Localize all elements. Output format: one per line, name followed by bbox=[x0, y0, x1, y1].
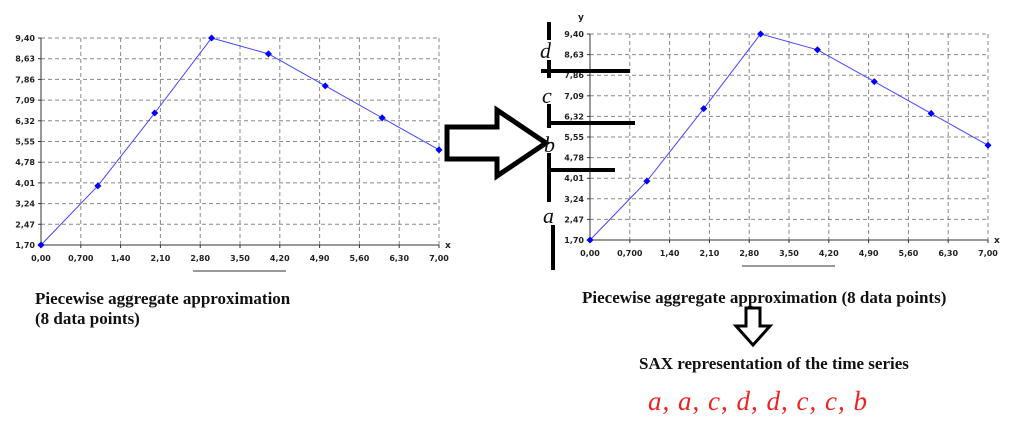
svg-text:2,47: 2,47 bbox=[15, 220, 35, 229]
svg-text:7,00: 7,00 bbox=[978, 249, 998, 258]
svg-text:3,50: 3,50 bbox=[779, 249, 799, 258]
svg-text:3,24: 3,24 bbox=[564, 195, 584, 204]
svg-text:2,10: 2,10 bbox=[151, 254, 171, 263]
svg-text:4,78: 4,78 bbox=[564, 154, 584, 163]
svg-text:7,09: 7,09 bbox=[15, 96, 35, 105]
svg-text:6,30: 6,30 bbox=[389, 254, 409, 263]
svg-text:5,55: 5,55 bbox=[15, 138, 35, 147]
svg-text:2,47: 2,47 bbox=[564, 215, 584, 224]
svg-text:7,86: 7,86 bbox=[564, 71, 584, 80]
svg-text:7,09: 7,09 bbox=[564, 92, 584, 101]
svg-text:2,80: 2,80 bbox=[739, 249, 759, 258]
left-caption-line2: (8 data points) bbox=[35, 309, 140, 328]
sax-title: SAX representation of the time series bbox=[639, 354, 909, 373]
svg-text:7,00: 7,00 bbox=[429, 254, 449, 263]
svg-text:4,01: 4,01 bbox=[564, 174, 584, 183]
right-paa-chart: 0,00 0,700 1,40 2,10 2,80 3,50 4,20 4,90 5,60 6,3… bbox=[564, 13, 1000, 267]
svg-text:8,63: 8,63 bbox=[15, 55, 35, 64]
left-caption-line1: Piecewise aggregate approximation bbox=[35, 289, 291, 308]
svg-text:5,55: 5,55 bbox=[564, 133, 584, 142]
svg-text:5,60: 5,60 bbox=[899, 249, 919, 258]
svg-text:4,20: 4,20 bbox=[270, 254, 290, 263]
svg-text:3,24: 3,24 bbox=[15, 200, 35, 209]
left-chart-grid bbox=[41, 37, 440, 245]
svg-text:4,90: 4,90 bbox=[859, 249, 879, 258]
svg-text:3,50: 3,50 bbox=[230, 254, 250, 263]
svg-text:6,32: 6,32 bbox=[564, 112, 584, 121]
svg-text:x: x bbox=[994, 236, 1000, 246]
left-caption: Piecewise aggregate approximation (8 dat… bbox=[35, 289, 290, 329]
svg-text:4,20: 4,20 bbox=[819, 249, 839, 258]
svg-text:1,70: 1,70 bbox=[564, 236, 584, 245]
svg-text:0,00: 0,00 bbox=[31, 254, 51, 263]
svg-text:6,32: 6,32 bbox=[15, 117, 35, 126]
svg-text:5,60: 5,60 bbox=[350, 254, 370, 263]
left-chart-tick-labels: 0,00 0,700 1,40 2,10 2,80 3,50 4,20 4,90 5,60 6,3… bbox=[15, 34, 451, 263]
right-caption: Piecewise aggregate approximation (8 dat… bbox=[582, 288, 947, 307]
svg-text:1,40: 1,40 bbox=[660, 249, 680, 258]
svg-text:0,700: 0,700 bbox=[617, 249, 643, 258]
right-chart-grid bbox=[590, 33, 989, 240]
svg-text:y: y bbox=[578, 13, 584, 23]
left-chart-series bbox=[37, 34, 443, 249]
svg-text:6,30: 6,30 bbox=[938, 249, 958, 258]
right-chart-tick-labels: 0,00 0,700 1,40 2,10 2,80 3,50 4,20 4,90 5,60 6,3… bbox=[564, 13, 1000, 258]
sax-sequence: a, a, c, d, d, c, c, b bbox=[648, 386, 868, 416]
svg-text:1,40: 1,40 bbox=[111, 254, 131, 263]
svg-text:8,63: 8,63 bbox=[564, 51, 584, 60]
symbol-c-label: c bbox=[542, 83, 552, 108]
symbol-d-label: d bbox=[540, 38, 551, 63]
svg-text:2,10: 2,10 bbox=[700, 249, 720, 258]
right-chart-axes bbox=[587, 33, 989, 267]
svg-text:7,86: 7,86 bbox=[15, 75, 35, 84]
svg-text:9,40: 9,40 bbox=[564, 30, 584, 39]
symbol-a-label: a bbox=[543, 203, 554, 228]
right-chart-series bbox=[586, 30, 992, 244]
svg-text:4,01: 4,01 bbox=[15, 179, 35, 188]
svg-text:9,40: 9,40 bbox=[15, 34, 35, 43]
svg-text:x: x bbox=[445, 241, 451, 251]
down-arrow-icon bbox=[732, 306, 774, 348]
svg-text:0,00: 0,00 bbox=[580, 249, 600, 258]
left-paa-chart: 0,00 0,700 1,40 2,10 2,80 3,50 4,20 4,90 5,60 6,3… bbox=[15, 34, 451, 272]
symbol-b-label: b bbox=[544, 132, 555, 157]
svg-text:4,90: 4,90 bbox=[310, 254, 330, 263]
svg-text:4,78: 4,78 bbox=[15, 158, 35, 167]
left-chart-axes bbox=[38, 37, 440, 272]
svg-text:2,80: 2,80 bbox=[190, 254, 210, 263]
svg-text:1,70: 1,70 bbox=[15, 241, 35, 250]
svg-text:0,700: 0,700 bbox=[68, 254, 94, 263]
